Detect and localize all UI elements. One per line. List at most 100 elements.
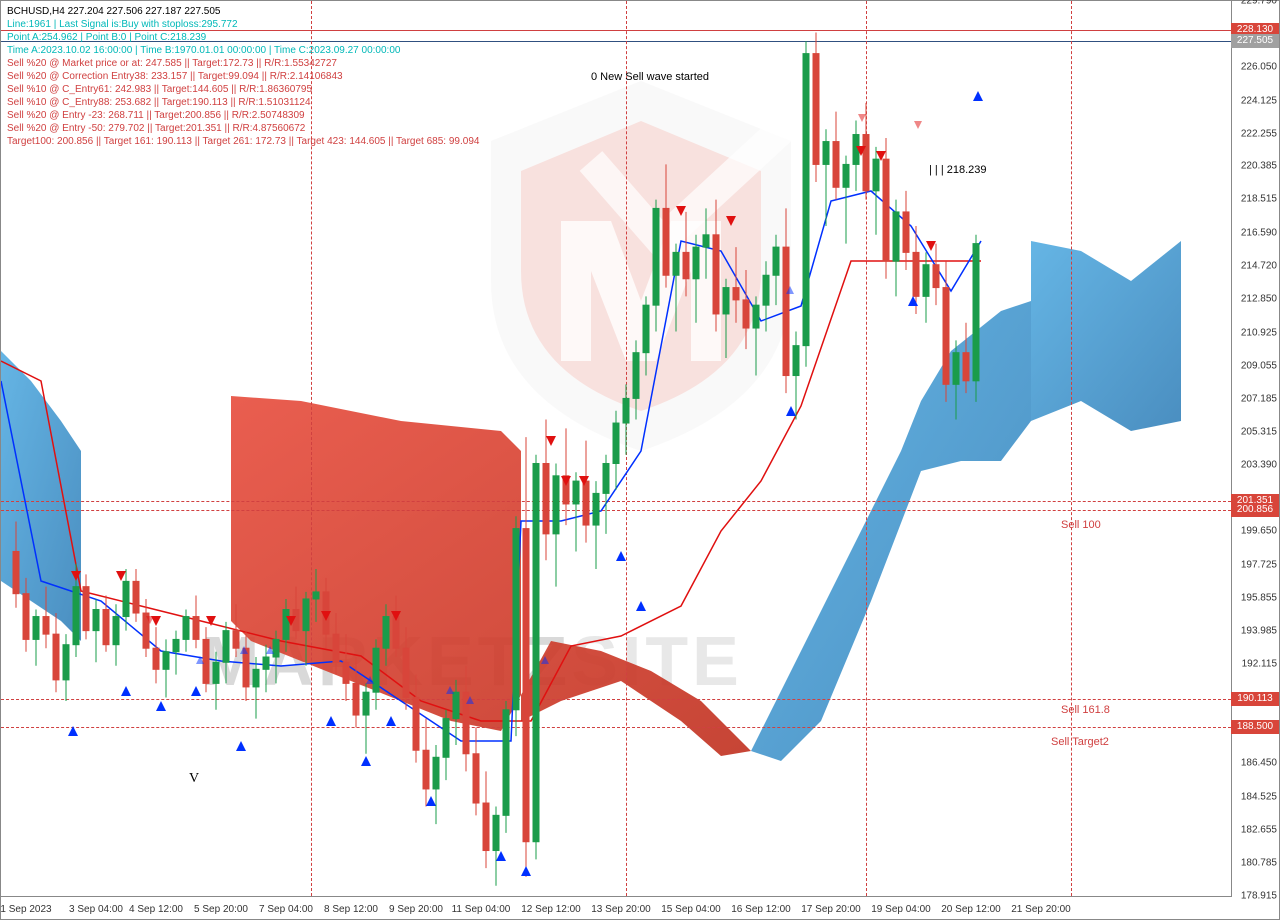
arrow-up-outline-icon bbox=[266, 646, 274, 654]
x-tick: 3 Sep 04:00 bbox=[69, 904, 123, 915]
price-box: 190.113 bbox=[1231, 692, 1279, 706]
x-tick: 1 Sep 2023 bbox=[0, 904, 51, 915]
y-tick: 199.650 bbox=[1241, 526, 1277, 537]
plot-area[interactable]: MARKETZSITE bbox=[1, 1, 1232, 897]
arrow-down-outline-icon bbox=[858, 114, 866, 122]
y-tick: 222.255 bbox=[1241, 128, 1277, 139]
arrow-up-icon bbox=[616, 551, 626, 561]
y-tick: 218.515 bbox=[1241, 194, 1277, 205]
y-tick: 207.185 bbox=[1241, 393, 1277, 404]
arrow-down-icon bbox=[286, 616, 296, 626]
arrow-up-outline-icon bbox=[446, 686, 454, 694]
annotation-text: 0 New Sell wave started bbox=[591, 71, 709, 83]
arrow-up-outline-icon bbox=[196, 656, 204, 664]
info-line-11: Target100: 200.856 || Target 161: 190.11… bbox=[7, 135, 479, 148]
x-tick: 12 Sep 12:00 bbox=[521, 904, 581, 915]
arrow-down-icon bbox=[561, 476, 571, 486]
arrow-up-icon bbox=[786, 406, 796, 416]
arrow-down-icon bbox=[676, 206, 686, 216]
x-tick: 13 Sep 20:00 bbox=[591, 904, 651, 915]
x-tick: 21 Sep 20:00 bbox=[1011, 904, 1071, 915]
arrow-down-icon bbox=[321, 611, 331, 621]
arrow-up-outline-icon bbox=[466, 696, 474, 704]
x-tick: 5 Sep 20:00 bbox=[194, 904, 248, 915]
info-line-9: Sell %20 @ Entry -23: 268.711 || Target:… bbox=[7, 109, 479, 122]
arrow-down-icon bbox=[726, 216, 736, 226]
arrow-up-icon bbox=[636, 601, 646, 611]
arrow-up-icon bbox=[386, 716, 396, 726]
y-tick: 203.390 bbox=[1241, 460, 1277, 471]
arrow-down-icon bbox=[206, 616, 216, 626]
y-tick: 197.725 bbox=[1241, 560, 1277, 571]
arrow-down-icon bbox=[391, 611, 401, 621]
arrow-down-icon bbox=[856, 146, 866, 156]
y-tick: 184.525 bbox=[1241, 792, 1277, 803]
arrow-up-icon bbox=[191, 686, 201, 696]
info-line-4: Time A:2023.10.02 16:00:00 | Time B:1970… bbox=[7, 44, 479, 57]
arrow-up-outline-icon bbox=[366, 676, 374, 684]
info-line-2: Line:1961 | Last Signal is:Buy with stop… bbox=[7, 18, 479, 31]
arrow-down-icon bbox=[71, 571, 81, 581]
arrow-down-outline-icon bbox=[914, 121, 922, 129]
y-tick: 178.915 bbox=[1241, 891, 1277, 902]
arrow-down-icon bbox=[876, 151, 886, 161]
arrow-up-icon bbox=[496, 851, 506, 861]
arrow-up-icon bbox=[426, 796, 436, 806]
x-tick: 17 Sep 20:00 bbox=[801, 904, 861, 915]
x-tick: 19 Sep 04:00 bbox=[871, 904, 931, 915]
y-tick: 186.450 bbox=[1241, 758, 1277, 769]
arrow-down-icon bbox=[116, 571, 126, 581]
x-tick: 9 Sep 20:00 bbox=[389, 904, 443, 915]
price-box: 227.505 bbox=[1231, 34, 1279, 48]
y-tick: 205.315 bbox=[1241, 426, 1277, 437]
y-tick: 192.115 bbox=[1242, 658, 1277, 669]
annotation-text: Sell 100 bbox=[1061, 519, 1101, 531]
y-tick: 180.785 bbox=[1241, 858, 1277, 869]
arrow-up-icon bbox=[68, 726, 78, 736]
x-tick: 7 Sep 04:00 bbox=[259, 904, 313, 915]
info-line-6: Sell %20 @ Correction Entry38: 233.157 |… bbox=[7, 70, 479, 83]
x-tick: 8 Sep 12:00 bbox=[324, 904, 378, 915]
arrow-up-icon bbox=[326, 716, 336, 726]
y-tick: 209.055 bbox=[1241, 360, 1277, 371]
y-tick: 216.590 bbox=[1241, 228, 1277, 239]
info-line-8: Sell %10 @ C_Entry88: 253.682 || Target:… bbox=[7, 96, 479, 109]
x-tick: 15 Sep 04:00 bbox=[661, 904, 721, 915]
x-tick: 16 Sep 12:00 bbox=[731, 904, 791, 915]
x-tick: 20 Sep 12:00 bbox=[941, 904, 1001, 915]
info-panel: BCHUSD,H4 227.204 227.506 227.187 227.50… bbox=[7, 5, 479, 148]
price-box: 200.856 bbox=[1231, 503, 1279, 517]
arrow-up-icon bbox=[973, 91, 983, 101]
arrow-up-icon bbox=[156, 701, 166, 711]
y-tick: 224.125 bbox=[1241, 95, 1277, 106]
x-axis: 1 Sep 2023 3 Sep 04:00 4 Sep 12:00 5 Sep 20… bbox=[1, 895, 1231, 919]
arrow-up-outline-icon bbox=[786, 286, 794, 294]
arrow-up-outline-icon bbox=[240, 646, 248, 654]
y-tick: 212.850 bbox=[1241, 294, 1277, 305]
arrow-up-outline-icon bbox=[541, 656, 549, 664]
x-tick: 4 Sep 12:00 bbox=[129, 904, 183, 915]
annotation-text: | | | 218.239 bbox=[929, 164, 987, 176]
y-tick: 210.925 bbox=[1241, 327, 1277, 338]
annotation-text: V bbox=[189, 771, 199, 787]
annotation-text: Sell 161.8 bbox=[1061, 704, 1110, 716]
y-tick: 229.790 bbox=[1241, 0, 1277, 7]
chart-container: MARKETZSITE bbox=[0, 0, 1280, 920]
y-tick: 214.720 bbox=[1241, 261, 1277, 272]
arrow-up-icon bbox=[908, 296, 918, 306]
y-tick: 195.855 bbox=[1241, 592, 1277, 603]
info-line-10: Sell %20 @ Entry -50: 279.702 || Target:… bbox=[7, 122, 479, 135]
y-tick: 226.050 bbox=[1241, 61, 1277, 72]
info-line-5: Sell %20 @ Market price or at: 247.585 |… bbox=[7, 57, 479, 70]
arrow-down-icon bbox=[579, 476, 589, 486]
y-tick: 193.985 bbox=[1241, 625, 1277, 636]
y-tick: 220.385 bbox=[1241, 161, 1277, 172]
price-box: 188.500 bbox=[1231, 720, 1279, 734]
arrow-up-icon bbox=[236, 741, 246, 751]
arrow-up-icon bbox=[361, 756, 371, 766]
arrow-down-outline-icon bbox=[146, 616, 154, 624]
y-tick: 182.655 bbox=[1241, 825, 1277, 836]
arrow-up-icon bbox=[521, 866, 531, 876]
annotation-text: Sell Target2 bbox=[1051, 736, 1109, 748]
x-tick: 11 Sep 04:00 bbox=[452, 904, 511, 915]
